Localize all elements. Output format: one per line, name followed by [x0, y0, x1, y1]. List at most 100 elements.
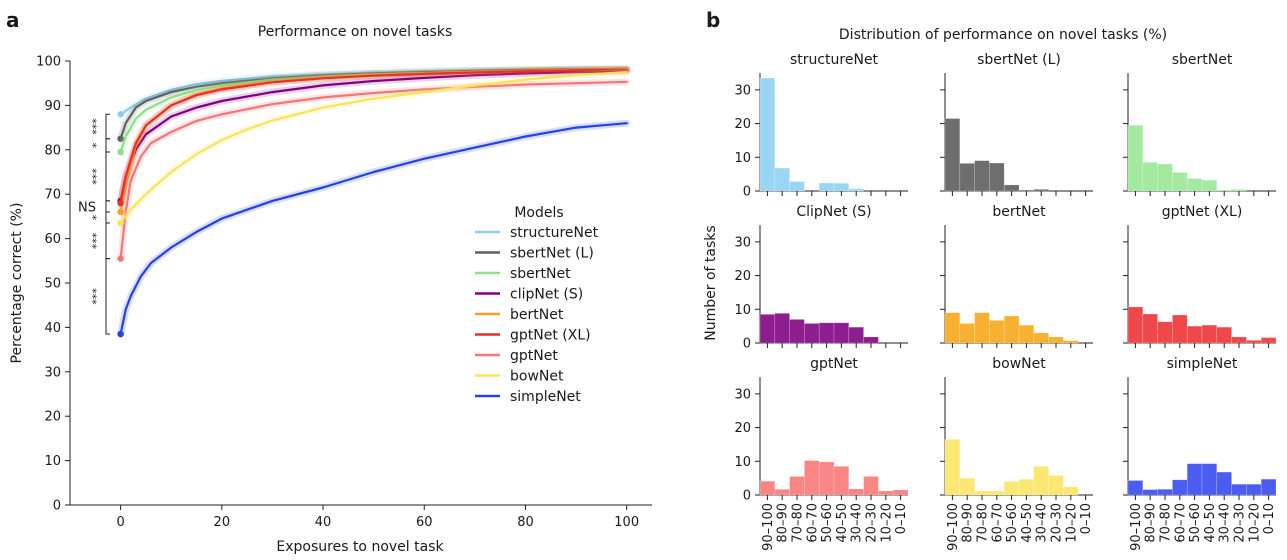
- x-axis-label: Exposures to novel task: [276, 539, 444, 555]
- significance-bracket: [105, 113, 110, 140]
- subplot-x-tick-label: 40–50: [1203, 503, 1218, 543]
- histogram-bar: [1033, 332, 1049, 344]
- subplot-x-tick-label: 60–70: [805, 503, 820, 543]
- histogram-bar: [1127, 124, 1144, 192]
- significance-bracket: [105, 222, 110, 260]
- histogram-bar: [848, 188, 864, 192]
- histogram-bar: [944, 312, 961, 344]
- subplot-title: ClipNet (S): [796, 204, 871, 220]
- subplot-x-tick-label: 10–20: [1247, 503, 1262, 543]
- subplot-x-tick-label: 20–30: [1233, 503, 1248, 543]
- histogram-bar: [863, 476, 879, 496]
- subplot-x-tick-label: 60–70: [1173, 503, 1188, 543]
- y-tick-label: 80: [44, 143, 61, 158]
- y-tick-label: 10: [44, 454, 61, 469]
- subplot-y-tick-label: 30: [734, 387, 751, 402]
- panel-a-letter: a: [6, 8, 20, 32]
- histogram-bar: [1018, 478, 1035, 496]
- subplot-x-tick-label: 0–10: [1079, 503, 1094, 534]
- subplot-x-tick-label: 90–100: [761, 503, 776, 551]
- histogram-bar: [1142, 313, 1158, 344]
- histogram-bar: [818, 322, 835, 344]
- subplot-y-tick-label: 10: [734, 303, 751, 318]
- series-start-point-gptNet (XL): [117, 199, 124, 207]
- histogram-bar: [1003, 315, 1020, 344]
- histogram-bar: [959, 163, 975, 192]
- subplot-x-tick-label: 0–10: [1262, 503, 1277, 534]
- subplot-y-tick-label: 0: [743, 337, 751, 352]
- significance-brackets: *******NS*******: [78, 113, 110, 335]
- subplot-y-tick-label: 0: [743, 185, 751, 200]
- histogram-bar: [1003, 184, 1020, 192]
- subplot-x-tick-label: 30–40: [850, 503, 865, 543]
- legend-label-clipNet (S): clipNet (S): [510, 287, 583, 303]
- significance-label: *: [90, 214, 103, 220]
- subplot-title: sbertNet (L): [977, 52, 1061, 68]
- histogram-bar: [804, 323, 820, 344]
- subplot-x-tick-label: 40–50: [835, 503, 850, 543]
- histogram-bar: [833, 322, 850, 344]
- histogram-bar: [774, 313, 790, 344]
- legend-label-bowNet: bowNet: [510, 369, 564, 385]
- subplot-x-tick-label: 10–20: [1064, 503, 1079, 543]
- subplot-x-tick-label: 20–30: [1050, 503, 1065, 543]
- subplot-x-tick-label: 70–80: [976, 503, 991, 543]
- histogram-bar: [974, 160, 990, 192]
- hist-y-axis-label: Number of tasks: [703, 225, 719, 340]
- histogram-bar: [974, 312, 990, 344]
- histogram-bar: [1157, 321, 1173, 344]
- histogram-bar: [1201, 324, 1218, 344]
- legend-label-simpleNet: simpleNet: [510, 389, 581, 405]
- histogram-bar: [1127, 480, 1144, 496]
- histogram-bar: [989, 162, 1005, 192]
- subplot-x-tick-label: 20–30: [865, 503, 880, 543]
- histogram-bar: [774, 488, 790, 496]
- subplot-y-tick-label: 0: [743, 489, 751, 504]
- histogram-bar: [1186, 463, 1203, 496]
- subplot-title: sbertNet: [1172, 52, 1233, 68]
- legend: structureNet sbertNet (L) sbertNet clipNet …: [475, 225, 599, 405]
- y-tick-label: 90: [44, 99, 61, 114]
- histogram-bar: [1157, 163, 1173, 192]
- series-line-bowNet: [119, 71, 628, 225]
- significance-bracket: [105, 151, 110, 202]
- subplot-x-tick-label: 80–90: [961, 503, 976, 543]
- series-start-point-bowNet: [117, 219, 124, 227]
- histogram-bar: [759, 77, 776, 192]
- histogram-bar: [789, 319, 805, 344]
- subplot-x-tick-label: 50–60: [820, 503, 835, 543]
- histogram-bar: [1201, 179, 1218, 192]
- histogram-bar: [1142, 162, 1158, 192]
- x-tick-label: 80: [517, 515, 534, 530]
- series-start-point-bertNet: [117, 208, 124, 216]
- subplot-x-tick-label: 10–20: [879, 503, 894, 543]
- subplot-x-tick-label: 50–60: [1188, 503, 1203, 543]
- legend-label-structureNet: structureNet: [510, 225, 599, 241]
- x-tick-label: 60: [416, 515, 433, 530]
- histogram-bar: [1018, 189, 1035, 192]
- subplot-x-tick-label: 90–100: [1129, 503, 1144, 551]
- panel-b-letter: b: [706, 8, 720, 32]
- subplot-y-tick-label: 20: [734, 269, 751, 284]
- significance-bracket: [105, 258, 110, 335]
- histogram-bar: [1048, 336, 1064, 344]
- series-start-point-gptNet: [117, 255, 124, 262]
- y-tick-label: 50: [44, 277, 61, 292]
- histogram-bar: [959, 477, 975, 496]
- histogram-bar: [818, 182, 835, 192]
- series-start-point-simpleNet: [117, 330, 124, 338]
- significance-bracket: [105, 138, 110, 153]
- significance-label: NS: [78, 200, 96, 215]
- subplot-title: gptNet: [810, 356, 858, 372]
- series-line-gptNet: [119, 80, 628, 260]
- significance-label: ***: [90, 168, 103, 185]
- histogram-bar: [959, 323, 975, 344]
- subplot-y-tick-label: 20: [734, 421, 751, 436]
- x-tick-label: 40: [315, 515, 332, 530]
- histogram-bar: [1216, 471, 1232, 496]
- histogram-bar: [1216, 189, 1232, 192]
- histogram-bar: [1018, 324, 1035, 344]
- histogram-bar: [1142, 489, 1158, 496]
- y-tick-label: 40: [44, 321, 61, 336]
- histogram-bar: [1003, 481, 1020, 496]
